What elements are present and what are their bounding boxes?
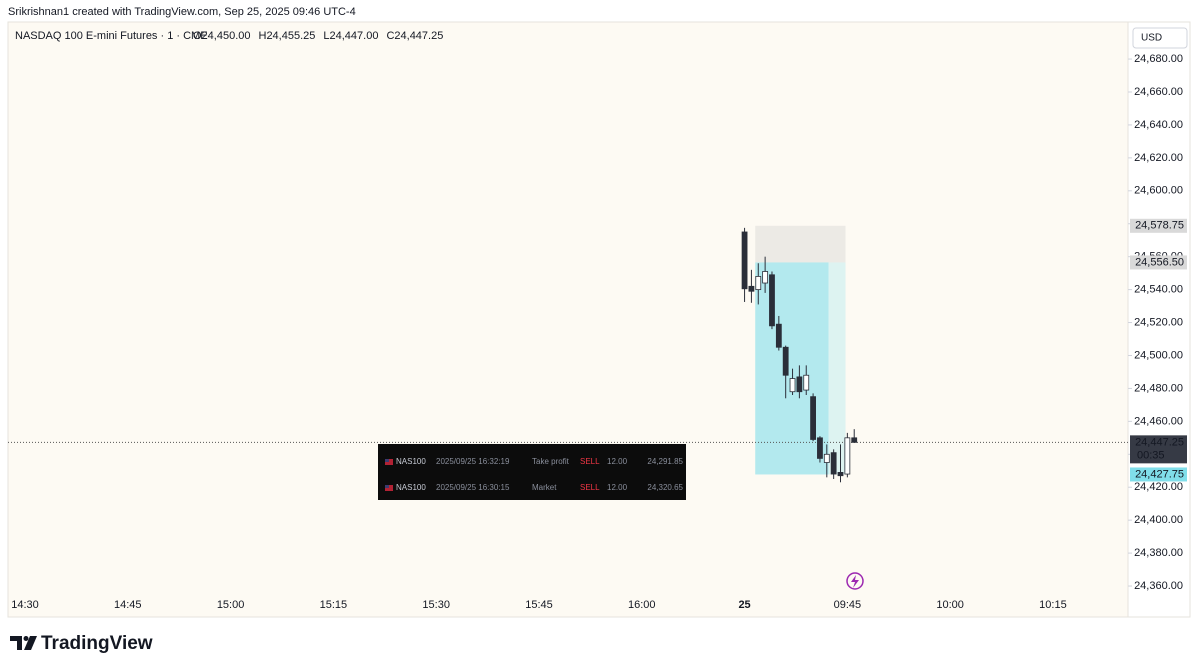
stop-zone	[755, 225, 846, 263]
trade-symbol: NAS100	[396, 483, 426, 492]
trade-time: 2025/09/25 16:32:19	[436, 457, 510, 466]
trade-time: 2025/09/25 16:30:15	[436, 483, 510, 492]
x-tick-label: 10:15	[1039, 599, 1067, 611]
candle-body	[810, 396, 816, 440]
x-tick-label: 15:30	[422, 599, 450, 611]
candle-body	[817, 437, 823, 459]
ohlc-legend: O24,450.00 H24,455.25 L24,447.00 C24,447.25	[193, 30, 443, 42]
x-tick-label: 14:45	[114, 599, 142, 611]
trade-qty: 12.00	[607, 483, 628, 492]
logo-shape	[24, 636, 37, 650]
candle-body	[823, 453, 830, 463]
candle-body	[748, 285, 755, 292]
y-tick-label: 24,540.00	[1134, 284, 1183, 296]
y-tick-label: 24,520.00	[1134, 316, 1183, 328]
y-tick-label: 24,600.00	[1134, 185, 1183, 197]
price-badge-label: 24,556.50	[1135, 256, 1184, 268]
y-tick-label: 24,480.00	[1134, 382, 1183, 394]
trade-side: SELL	[580, 457, 600, 466]
x-tick-label: 25	[738, 599, 750, 611]
candle-body	[844, 437, 851, 475]
price-badge	[1130, 435, 1187, 464]
candle-body	[741, 231, 748, 290]
y-tick-label: 24,460.00	[1134, 415, 1183, 427]
alert-icon[interactable]	[846, 572, 864, 590]
y-tick-label: 24,680.00	[1134, 53, 1183, 65]
credit: Srikrishnan1 created with TradingView.co…	[8, 6, 356, 18]
plot-area	[7, 21, 1129, 618]
y-tick-label: 24,420.00	[1134, 481, 1183, 493]
symbol-title: NASDAQ 100 E-mini Futures · 1 · CME	[15, 30, 208, 42]
trade-type: Take profit	[532, 457, 570, 466]
ohlc-value: C24,447.25	[386, 30, 443, 42]
candle-body	[830, 452, 837, 475]
candle-body	[769, 274, 775, 327]
candle-body	[789, 378, 796, 393]
y-tick-label: 24,660.00	[1134, 86, 1183, 98]
flag-icon	[385, 485, 389, 488]
trade-price: 24,320.65	[647, 483, 683, 492]
price-badge	[1130, 218, 1187, 233]
trade-qty: 12.00	[607, 457, 628, 466]
currency-box[interactable]	[1132, 27, 1188, 49]
brand-logo	[10, 636, 37, 650]
candle-body	[796, 376, 803, 393]
y-tick-label: 24,400.00	[1134, 514, 1183, 526]
flag-icon	[385, 459, 389, 462]
countdown: 00:35	[1137, 449, 1165, 461]
x-tick-label: 14:30	[11, 599, 39, 611]
ohlc-value: H24,455.25	[259, 30, 316, 42]
y-tick-label: 24,640.00	[1134, 119, 1183, 131]
y-tick-label: 24,380.00	[1134, 547, 1183, 559]
x-tick-label: 15:15	[320, 599, 348, 611]
alert-circle[interactable]	[846, 572, 864, 590]
candle-body	[803, 374, 810, 391]
y-tick-label: 24,360.00	[1134, 580, 1183, 592]
x-tick-label: 09:45	[834, 599, 862, 611]
price-badge-label: 24,447.25	[1135, 436, 1184, 448]
x-tick-label: 15:00	[217, 599, 245, 611]
candle-body	[755, 276, 762, 291]
trades-panel	[378, 444, 686, 500]
price-axis	[1127, 21, 1191, 618]
alert-bolt[interactable]	[851, 575, 859, 588]
trade-price: 24,291.85	[647, 457, 683, 466]
candle-body	[762, 271, 769, 284]
logo-shape	[10, 636, 22, 650]
trade-side: SELL	[580, 483, 600, 492]
x-tick-label: 10:00	[936, 599, 964, 611]
logo-dot	[23, 636, 29, 641]
trade-type: Market	[532, 483, 557, 492]
x-tick-label: 16:00	[628, 599, 656, 611]
trade-symbol: NAS100	[396, 457, 426, 466]
y-tick-label: 24,500.00	[1134, 349, 1183, 361]
price-badge	[1130, 255, 1187, 270]
target-zone-fill	[755, 262, 829, 475]
candle-body	[775, 323, 782, 348]
brand-name: TradingView	[41, 633, 153, 654]
x-tick-label: 15:45	[525, 599, 553, 611]
candle-body	[851, 437, 858, 443]
ohlc-value: O24,450.00	[193, 30, 251, 42]
ohlc-value: L24,447.00	[323, 30, 378, 42]
candle-body	[782, 346, 789, 376]
price-badge	[1130, 467, 1187, 482]
y-tick-label: 24,620.00	[1134, 152, 1183, 164]
price-badge-label: 24,427.75	[1135, 468, 1184, 480]
currency[interactable]: USD	[1141, 33, 1162, 44]
price-badge-label: 24,578.75	[1135, 220, 1184, 232]
candle-body	[837, 472, 844, 477]
